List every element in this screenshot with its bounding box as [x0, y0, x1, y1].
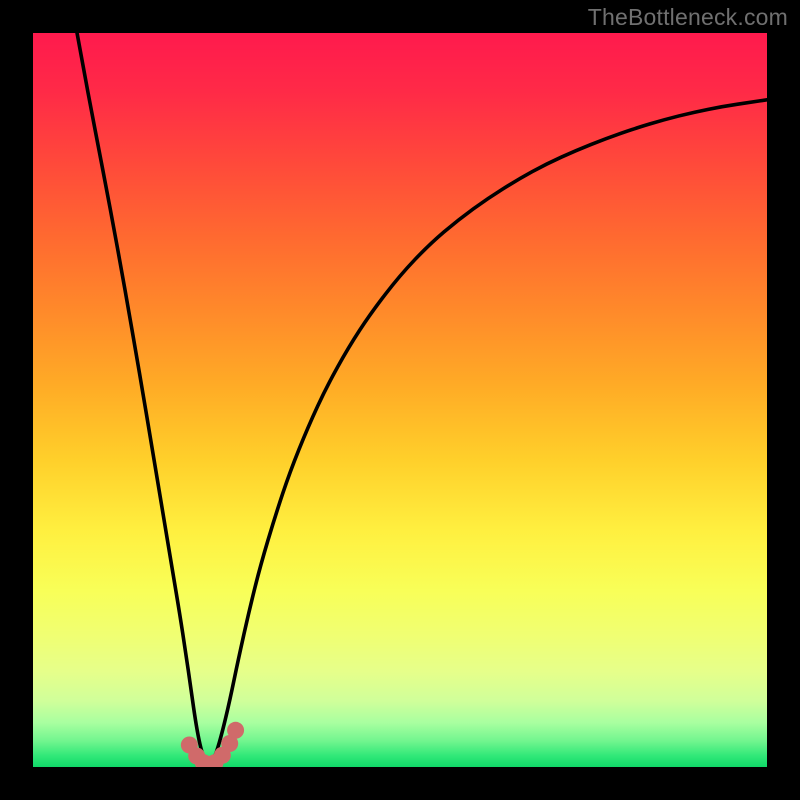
- chart-overlay-svg: [0, 0, 800, 800]
- outer-frame: TheBottleneck.com: [0, 0, 800, 800]
- watermark-text: TheBottleneck.com: [588, 4, 788, 31]
- bottleneck-curve: [77, 33, 767, 764]
- marker-point: [227, 722, 244, 739]
